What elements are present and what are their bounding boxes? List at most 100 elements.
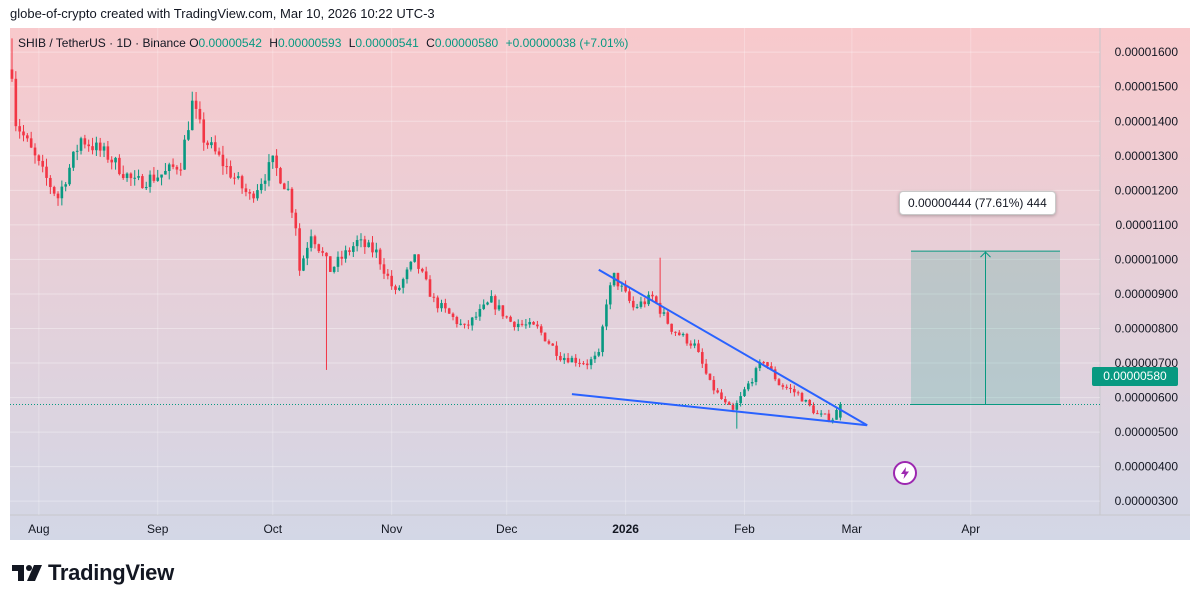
- candle-body: [490, 296, 493, 303]
- candle-body: [79, 138, 83, 151]
- candle-body: [436, 297, 439, 309]
- grid-layer: [10, 28, 1190, 516]
- tradingview-brand[interactable]: TradingView: [12, 560, 174, 586]
- legend-close-label: C: [426, 36, 435, 50]
- price-chart[interactable]: 0.00001600 0.00001500 0.00001400 0.00001300…: [10, 28, 1190, 540]
- y-tick-label: 0.00000500: [1115, 425, 1179, 439]
- candle-body: [321, 251, 324, 253]
- candle-body: [91, 146, 94, 151]
- candle-body: [229, 166, 232, 178]
- candle-body: [363, 239, 367, 248]
- candle-body: [731, 404, 735, 410]
- candle-body: [816, 413, 819, 415]
- candle-body: [804, 399, 808, 402]
- candle-body: [329, 256, 332, 272]
- candle-body: [428, 279, 432, 297]
- candle-body: [190, 100, 194, 131]
- legend-open-label: O: [189, 36, 199, 50]
- candle-body: [164, 170, 167, 175]
- candle-body: [562, 357, 566, 361]
- legend-close-value: 0.00000580: [434, 36, 499, 50]
- flash-icon[interactable]: [893, 461, 917, 485]
- candle-body: [827, 413, 831, 421]
- candle-body: [367, 242, 370, 248]
- candle-body: [524, 324, 528, 326]
- y-tick-label: 0.00001100: [1115, 218, 1178, 232]
- candle-body: [68, 167, 71, 185]
- legend: SHIB / TetherUS · 1D · Binance O 0.000005…: [18, 36, 632, 50]
- candle-body: [118, 157, 121, 175]
- candle-body: [213, 142, 217, 152]
- candle-body: [52, 187, 56, 194]
- candle-body: [770, 366, 773, 370]
- candle-body: [601, 326, 604, 353]
- drawings: [10, 250, 1100, 427]
- legend-low-label: L: [348, 36, 356, 50]
- candle-body: [559, 355, 562, 361]
- price-axis: 0.00001600 0.00001500 0.00001400 0.00001300…: [1115, 45, 1179, 508]
- candle-body: [501, 305, 505, 317]
- candle-body: [336, 256, 340, 267]
- y-tick-label: 0.00001500: [1115, 80, 1179, 94]
- y-tick-label: 0.00000300: [1115, 494, 1179, 508]
- candle-body: [624, 285, 627, 292]
- candle-body: [198, 108, 202, 120]
- candle-body: [543, 332, 547, 342]
- candle-body: [56, 193, 60, 199]
- candle-body: [608, 285, 612, 305]
- candle-body: [578, 362, 581, 364]
- candle-body: [114, 157, 117, 163]
- candle-body: [386, 273, 390, 276]
- candle-body: [693, 343, 696, 346]
- candle-body: [259, 183, 263, 191]
- legend-symbol[interactable]: SHIB / TetherUS · 1D · Binance: [18, 36, 186, 50]
- candle-body: [382, 264, 386, 274]
- measure-arrow-head: [980, 251, 991, 258]
- tradingview-logo-icon: [12, 565, 42, 581]
- candle-body: [64, 184, 67, 187]
- y-tick-label: 0.00001400: [1115, 114, 1179, 128]
- candle-body: [110, 159, 114, 163]
- x-tick-label: Nov: [381, 522, 402, 536]
- legend-high-value: 0.00000593: [277, 36, 342, 50]
- candle-body: [33, 147, 37, 156]
- candle-body: [286, 188, 290, 190]
- candle-body: [528, 322, 532, 325]
- candle-body: [754, 368, 758, 383]
- candle-body: [290, 188, 294, 213]
- candle-body: [658, 302, 662, 314]
- brand-name: TradingView: [48, 560, 174, 585]
- candle-body: [129, 173, 133, 179]
- candle-body: [83, 138, 87, 145]
- candle-body: [152, 174, 156, 181]
- candle-body: [516, 323, 520, 328]
- candle-body: [344, 250, 347, 259]
- candle-body: [317, 244, 321, 252]
- chart-credit: globe-of-crypto created with TradingView…: [10, 6, 435, 21]
- candle-body: [455, 316, 459, 325]
- measure-label[interactable]: 0.00000444 (77.61%) 444: [899, 191, 1056, 215]
- x-tick-label: Aug: [28, 522, 49, 536]
- candle-body: [639, 301, 643, 307]
- candle-body: [340, 256, 344, 259]
- candle-body: [819, 413, 823, 415]
- candle-body: [701, 352, 704, 364]
- candle-body: [271, 155, 275, 163]
- candle-body: [148, 174, 152, 187]
- candle-body: [282, 183, 286, 190]
- candle-body: [248, 192, 252, 194]
- candle-body: [708, 373, 712, 380]
- candle-body: [72, 151, 75, 168]
- candle-body: [413, 254, 416, 262]
- candle-body: [409, 261, 413, 270]
- candle-body: [298, 228, 301, 271]
- candle-body: [125, 173, 129, 178]
- candle-body: [789, 387, 792, 390]
- candle-body: [697, 343, 700, 353]
- candle-body: [41, 160, 44, 167]
- candle-body: [777, 379, 781, 386]
- candle-body: [796, 392, 800, 394]
- y-tick-label: 0.00001200: [1115, 183, 1179, 197]
- chart-area[interactable]: 0.00001600 0.00001500 0.00001400 0.00001300…: [10, 28, 1190, 540]
- legend-low-value: 0.00000541: [355, 36, 419, 50]
